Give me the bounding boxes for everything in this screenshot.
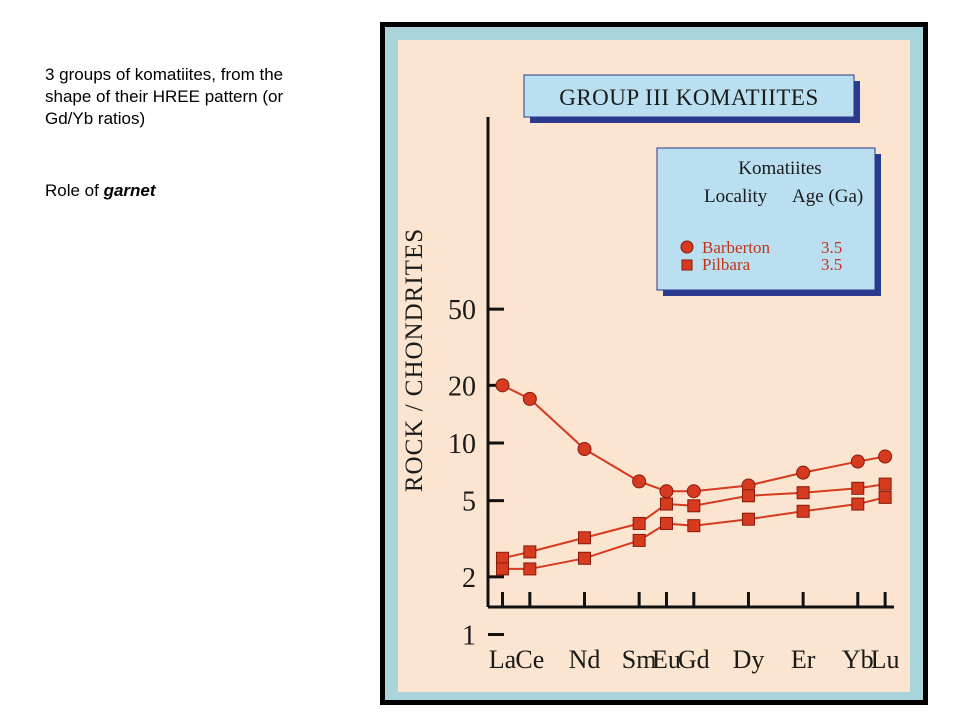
notes-description: 3 groups of komatiites, from the shape o… bbox=[45, 65, 284, 128]
x-tick-label: Gd bbox=[678, 645, 710, 674]
data-point-barberton-Nd bbox=[577, 442, 592, 457]
data-point-pilbara-Dy bbox=[741, 512, 755, 526]
data-point-pilbara-Sm bbox=[632, 516, 646, 530]
x-tick-label: Er bbox=[791, 645, 816, 674]
data-point-barberton-Sm bbox=[632, 474, 647, 489]
legend-marker-barberton bbox=[680, 240, 694, 254]
series-line-barberton-0 bbox=[502, 384, 886, 493]
data-point-pilbara-Ce bbox=[523, 545, 537, 559]
x-tick-label: Ce bbox=[515, 645, 544, 674]
data-point-pilbara-Er bbox=[796, 504, 810, 518]
legend-header-age: Age (Ga) bbox=[792, 186, 863, 207]
legend-header-komatiites: Komatiites bbox=[738, 158, 821, 179]
data-point-pilbara-Sm bbox=[632, 533, 646, 547]
legend-box bbox=[656, 147, 876, 291]
legend-marker-pilbara bbox=[681, 259, 693, 271]
y-tick-label: 20 bbox=[448, 371, 476, 402]
data-point-pilbara-Eu bbox=[659, 516, 673, 530]
data-point-pilbara-Yb bbox=[851, 481, 865, 495]
series-line-pilbara-1 bbox=[502, 483, 886, 560]
x-tick-label: Dy bbox=[733, 645, 765, 674]
x-tick-label: Eu bbox=[652, 645, 681, 674]
notes-role-emphasis: garnet bbox=[103, 181, 156, 200]
series-layer bbox=[495, 378, 893, 576]
y-tick-label: 1 bbox=[462, 621, 476, 652]
data-point-barberton-Yb bbox=[850, 454, 865, 469]
data-point-barberton-Eu bbox=[659, 484, 674, 499]
data-point-pilbara-Gd bbox=[687, 519, 701, 533]
data-point-barberton-La bbox=[495, 378, 510, 393]
data-point-pilbara-Eu bbox=[659, 497, 673, 511]
rock-chondrites-chart: GROUP III KOMATIITES ROCK / CHONDRITES 1… bbox=[385, 27, 923, 700]
x-tick-label: Yb bbox=[842, 645, 874, 674]
data-point-pilbara-Lu bbox=[878, 490, 892, 504]
y-tick-label: 50 bbox=[448, 295, 476, 326]
legend-name-pilbara: Pilbara bbox=[702, 255, 751, 274]
y-axis-label: ROCK / CHONDRITES bbox=[401, 228, 428, 492]
data-point-pilbara-Dy bbox=[741, 489, 755, 503]
legend-name-barberton: Barberton bbox=[702, 238, 770, 257]
plot-background bbox=[398, 40, 910, 692]
data-point-pilbara-Nd bbox=[577, 551, 591, 565]
data-point-pilbara-Er bbox=[796, 486, 810, 500]
x-tick-label: Nd bbox=[569, 645, 601, 674]
data-point-pilbara-Lu bbox=[878, 477, 892, 491]
chart-figure: GROUP III KOMATIITES ROCK / CHONDRITES 1… bbox=[380, 22, 928, 705]
x-tick-label: Lu bbox=[871, 645, 900, 674]
y-tick-label: 10 bbox=[448, 429, 476, 460]
x-tick-label: Sm bbox=[622, 645, 657, 674]
data-point-barberton-Er bbox=[796, 465, 811, 480]
y-ticks: 1 2 5 10 20 50 bbox=[448, 295, 504, 652]
legend-age-pilbara: 3.5 bbox=[821, 255, 842, 274]
data-point-barberton-Gd bbox=[686, 484, 701, 499]
data-point-pilbara-Gd bbox=[687, 499, 701, 513]
x-tick-label: La bbox=[489, 645, 517, 674]
legend-header-locality: Locality bbox=[704, 186, 768, 207]
data-point-barberton-Lu bbox=[878, 449, 893, 464]
legend-age-barberton: 3.5 bbox=[821, 238, 842, 257]
data-point-pilbara-Yb bbox=[851, 497, 865, 511]
data-point-barberton-Ce bbox=[522, 391, 537, 406]
y-tick-label: 5 bbox=[462, 487, 476, 518]
title-box bbox=[523, 74, 855, 118]
series-line-pilbara-2 bbox=[502, 496, 886, 570]
y-tick-label: 2 bbox=[462, 563, 476, 594]
chart-title: GROUP III KOMATIITES bbox=[559, 85, 819, 110]
notes-role-prefix: Role of bbox=[45, 181, 104, 200]
data-point-pilbara-La bbox=[496, 562, 509, 576]
data-point-pilbara-Nd bbox=[577, 531, 591, 545]
notes-role: Role of garnet bbox=[45, 180, 325, 202]
data-point-pilbara-Ce bbox=[523, 562, 537, 576]
notes-panel: 3 groups of komatiites, from the shape o… bbox=[45, 64, 325, 202]
